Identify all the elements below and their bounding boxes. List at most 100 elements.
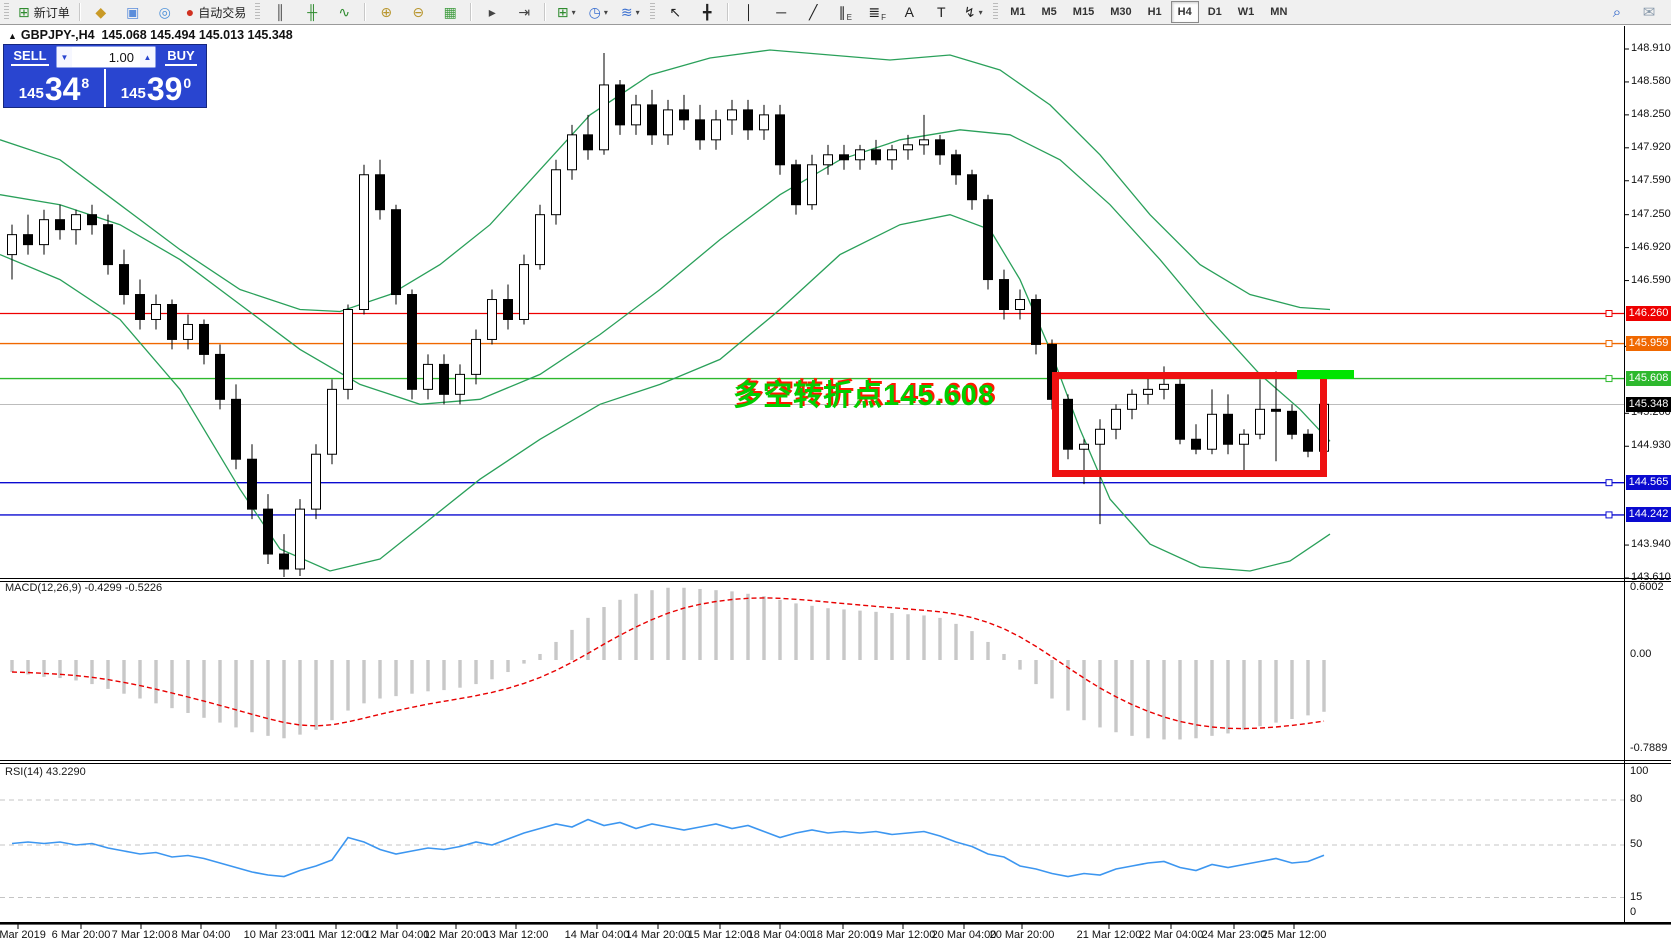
timeframe-m1-button[interactable]: M1 — [1010, 6, 1026, 18]
search-icon[interactable]: ⌕ — [1612, 3, 1622, 21]
buy-button[interactable]: BUY — [156, 45, 206, 69]
time-axis-label: 20 Mar 04:00 — [931, 929, 997, 941]
indicator-axis-label: 0.6002 — [1630, 581, 1664, 593]
indicator-axis-label: 0.00 — [1630, 648, 1652, 660]
zoom-out-button[interactable]: ⊖ — [403, 1, 433, 23]
indicator-axis-label: -0.7889 — [1630, 742, 1668, 754]
time-axis-label: 20 Mar 20:00 — [989, 929, 1055, 941]
signals-button[interactable]: ◎ — [150, 1, 180, 23]
toolbar-grip[interactable] — [993, 3, 999, 21]
chart-shift-button[interactable]: ⇥ — [509, 1, 539, 23]
volume-field[interactable]: 1.00 — [72, 47, 140, 67]
time-axis-label: 10 Mar 23:00 — [243, 929, 309, 941]
trendline-button[interactable]: ╱ — [798, 1, 828, 23]
text-button[interactable]: A — [894, 1, 924, 23]
timeframe-h4-button[interactable]: H4 — [1170, 1, 1199, 23]
profiles-button[interactable]: ◷ ▾ — [583, 1, 613, 23]
auto-scroll-button[interactable]: ▸ — [477, 1, 507, 23]
vline-icon: │ — [744, 4, 754, 20]
toolbar-grip[interactable] — [255, 3, 261, 21]
arrows-icon: ↯ — [963, 4, 976, 20]
toolbar-separator — [470, 3, 473, 21]
timeframe-mn-button[interactable]: MN — [1270, 6, 1288, 18]
icon-sub-letter: E — [846, 13, 852, 22]
new-chart-icon: ⊞ — [556, 4, 569, 20]
volume-up-button[interactable]: ▲ — [140, 47, 155, 67]
vline-button[interactable]: │ — [734, 1, 764, 23]
collapse-panel-icon[interactable]: ▲ — [8, 31, 17, 41]
indicator-axis-label: 100 — [1630, 765, 1649, 777]
time-axis-border — [0, 922, 1671, 925]
chat-icon[interactable]: ✉ — [1642, 4, 1656, 21]
price-tick-label: 146.920 — [1631, 240, 1671, 253]
timeframe-m30-button[interactable]: M30 — [1110, 6, 1132, 18]
crosshair-button[interactable]: ╋ — [692, 1, 722, 23]
indicators-button[interactable]: ≋ ▾ — [615, 1, 645, 23]
arrows-button[interactable]: ↯ ▾ — [958, 1, 988, 23]
time-axis-label: 5 Mar 2019 — [0, 929, 46, 941]
bollinger-middle-band — [0, 129, 1331, 442]
hline-icon: ─ — [776, 4, 787, 20]
fibonacci-button[interactable]: ≣ F — [862, 1, 892, 23]
favorites-button[interactable]: ◆ — [86, 1, 116, 23]
price-tick-label: 143.610 — [1631, 570, 1671, 583]
macd-signal-line — [11, 597, 1325, 730]
chevron-down-icon[interactable]: ▾ — [603, 7, 608, 17]
bar-chart-button[interactable]: ║ — [265, 1, 295, 23]
new-chart-button[interactable]: ⊞ ▾ — [551, 1, 581, 23]
candlestick-button[interactable]: ╫ — [297, 1, 327, 23]
hline-button[interactable]: ─ — [766, 1, 796, 23]
symbol-info[interactable]: ▲ GBPJPY-,H4 145.068 145.494 145.013 145.… — [8, 28, 293, 42]
cursor-button[interactable]: ↖ — [660, 1, 690, 23]
zoom-in-button[interactable]: ⊕ — [371, 1, 401, 23]
line-chart-button[interactable]: ∿ — [329, 1, 359, 23]
time-axis-label: 12 Mar 20:00 — [423, 929, 489, 941]
time-axis-label: 8 Mar 04:00 — [171, 929, 231, 941]
symbol-name: GBPJPY-,H4 — [20, 28, 95, 42]
chevron-down-icon[interactable]: ▾ — [635, 7, 640, 17]
hline-marker[interactable] — [1605, 340, 1613, 348]
volume-down-button[interactable]: ▼ — [57, 47, 72, 67]
hline-marker[interactable] — [1605, 375, 1613, 383]
profiles-icon: ◷ — [588, 4, 601, 20]
text-label-button[interactable]: T — [926, 1, 956, 23]
volume-stepper: ▼ 1.00 ▲ — [56, 46, 156, 68]
timeframe-d1-button[interactable]: D1 — [1207, 6, 1222, 18]
new-order-button[interactable]: ⊞ 新订单 — [14, 1, 74, 23]
sell-price[interactable]: 145 34 8 — [18, 71, 90, 107]
hline-marker[interactable] — [1605, 479, 1613, 487]
timeframe-m15-button[interactable]: M15 — [1072, 6, 1095, 18]
autotrade-button[interactable]: ● 自动交易 — [182, 1, 250, 23]
timeframe-h1-button[interactable]: H1 — [1147, 6, 1162, 18]
fibonacci-icon: ≣ — [868, 4, 881, 20]
toolbar-grip[interactable] — [650, 3, 656, 21]
toolbar-grip[interactable] — [4, 3, 9, 21]
hline-marker[interactable] — [1605, 309, 1613, 317]
time-axis-label: 11 Mar 12:00 — [303, 929, 369, 941]
timeframe-w1-button[interactable]: W1 — [1237, 6, 1255, 18]
hline-marker[interactable] — [1605, 511, 1613, 519]
new-order-icon: ⊞ — [18, 4, 30, 20]
chart-annotation-text[interactable]: 多空转折点145.608 — [733, 380, 995, 412]
time-axis-label: 25 Mar 12:00 — [1261, 929, 1327, 941]
bollinger-lower-band — [0, 214, 1331, 572]
time-axis-label: 18 Mar 20:00 — [810, 929, 876, 941]
text-label-icon: T — [936, 4, 946, 20]
timeframe-m5-button[interactable]: M5 — [1041, 6, 1057, 18]
buy-price[interactable]: 145 39 0 — [120, 71, 192, 107]
time-axis-label: 21 Mar 12:00 — [1076, 929, 1142, 941]
chevron-down-icon[interactable]: ▾ — [978, 7, 983, 17]
tile-windows-button[interactable]: ▦ — [435, 1, 465, 23]
market-watch-button[interactable]: ▣ — [118, 1, 148, 23]
price-badge-146.260: 146.260 — [1626, 305, 1671, 321]
highlight-segment[interactable] — [1297, 370, 1354, 379]
channel-button[interactable]: ∥ E — [830, 1, 860, 23]
consolidation-box[interactable] — [1052, 372, 1327, 477]
auto-scroll-icon: ▸ — [488, 4, 496, 20]
sell-button[interactable]: SELL — [4, 45, 56, 69]
time-axis-label: 13 Mar 12:00 — [483, 929, 549, 941]
favorites-icon: ◆ — [95, 4, 107, 20]
indicator-axis-label: 80 — [1630, 793, 1643, 805]
chevron-down-icon[interactable]: ▾ — [571, 7, 576, 17]
